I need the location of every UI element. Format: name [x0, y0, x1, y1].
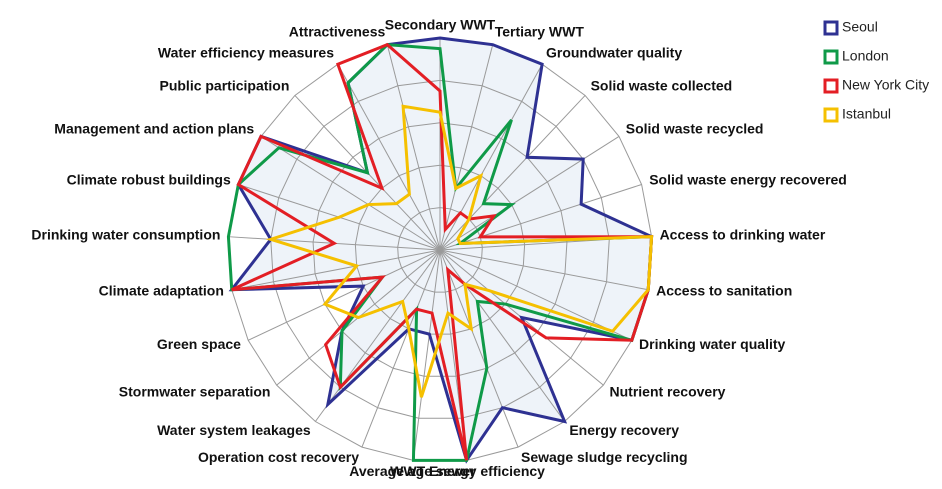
spoke	[337, 63, 441, 251]
spoke	[314, 249, 441, 422]
legend-swatch	[823, 78, 839, 94]
grid-ring	[312, 122, 568, 377]
category-label: Management and action plans	[54, 121, 254, 137]
spoke	[439, 135, 620, 251]
category-label: WWT Energy efficiency	[390, 463, 545, 479]
spoke	[439, 44, 494, 251]
spoke	[439, 249, 633, 341]
spoke	[439, 249, 649, 291]
spoke	[260, 135, 441, 251]
category-label: Energy recovery	[569, 422, 679, 438]
spoke	[247, 249, 441, 341]
legend-label: Seoul	[842, 19, 878, 35]
series-line	[226, 43, 654, 462]
spoke	[439, 63, 543, 251]
legend-label: Istanbul	[842, 106, 891, 122]
spoke	[412, 249, 441, 461]
category-label: Tertiary WWT	[495, 24, 585, 40]
category-label: Access to drinking water	[660, 227, 826, 243]
category-label: Climate robust buildings	[67, 171, 231, 187]
category-label: Stormwater separation	[119, 383, 271, 399]
category-label: Drinking water quality	[639, 336, 785, 352]
category-label: Green space	[157, 336, 241, 352]
legend-swatch	[823, 20, 839, 36]
spoke	[439, 249, 566, 422]
series-line	[265, 104, 654, 398]
category-label: Operation cost recovery	[198, 449, 359, 465]
category-label: Climate adaptation	[99, 283, 224, 299]
category-label: Attractiveness	[289, 24, 386, 40]
legend-label: New York City	[842, 77, 929, 93]
legend-swatch	[823, 49, 839, 65]
category-label: Solid waste energy recovered	[649, 171, 847, 187]
spoke	[439, 249, 519, 448]
spoke	[386, 44, 441, 251]
category-label: Groundwater quality	[546, 44, 682, 60]
category-label: Public participation	[159, 77, 289, 93]
spoke	[439, 95, 586, 251]
category-label: Solid waste collected	[591, 77, 733, 93]
legend-label: London	[842, 48, 889, 64]
series-line	[231, 42, 654, 461]
category-label: Access to sanitation	[656, 283, 792, 299]
legend-swatch	[823, 107, 839, 123]
category-label: Water efficiency measures	[158, 44, 334, 60]
grid-ring	[270, 79, 610, 419]
category-label: Nutrient recovery	[610, 383, 726, 399]
category-label: Drinking water consumption	[31, 227, 220, 243]
category-label: Average age sewer	[349, 463, 476, 479]
category-label: Water system leakages	[157, 422, 311, 438]
spoke	[361, 249, 441, 448]
grid-ring	[397, 207, 483, 293]
category-label: Secondary WWT	[385, 17, 496, 33]
spoke	[439, 184, 642, 251]
category-label: Solid waste recycled	[626, 121, 764, 137]
category-label: Sewage sludge recycling	[521, 449, 688, 465]
spoke	[231, 249, 441, 291]
